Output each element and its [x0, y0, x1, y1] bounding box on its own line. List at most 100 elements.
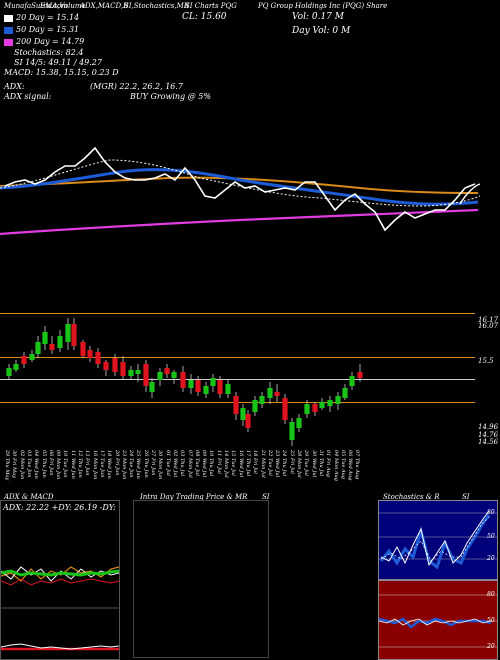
price-level-3: 15.5 — [478, 357, 494, 365]
price-level-6: 14.56 — [478, 438, 499, 446]
date-label: 10 Tue Jun — [62, 450, 69, 478]
date-label: 29 Tue Jul — [303, 450, 310, 476]
stoch-panel-title: Stochastics & R — [383, 493, 440, 501]
date-label: 17 Tue Jun — [98, 450, 105, 478]
candle-body — [71, 324, 77, 346]
date-label: 27 Fri Jun — [150, 450, 156, 476]
legend-ema20: 20 Day = 15.14 — [4, 13, 79, 22]
stoch-level-20: 20 — [487, 555, 495, 562]
candle-body — [217, 380, 223, 394]
ema20-dotted-line — [0, 159, 481, 207]
candle-body — [103, 362, 109, 370]
date-label: 13 Fri Jun — [84, 450, 91, 476]
ema50-line — [0, 168, 479, 206]
adx-panel: ADX: 22.22 +DY: 26.19 -DY: 16.67 — [0, 500, 120, 660]
price-level-4: 14.96 — [478, 423, 499, 431]
candle-body — [112, 358, 118, 372]
date-label: 23 Wed Jul — [274, 450, 281, 478]
date-label: 16 Wed Jul — [237, 450, 244, 478]
stoch-level-80: 80 — [487, 509, 495, 516]
adx-lines — [1, 566, 119, 651]
adx-values: (MGR) 22.2, 26.2, 16.7 — [90, 82, 183, 91]
date-label: 24 Tue Jun — [128, 450, 135, 478]
date-label: 09 Mon Jun — [55, 450, 62, 480]
study-tab-ema[interactable]: EMA,Volume — [40, 2, 86, 10]
candle-body — [312, 404, 318, 412]
adx-signal-label: ADX signal: — [4, 92, 52, 101]
study-tab-adx[interactable]: ADX,MACD,B — [80, 2, 129, 10]
candle-body — [282, 398, 288, 420]
candle-body — [80, 342, 86, 356]
candle-body — [149, 382, 155, 392]
stochastics-panel: 80 50 20 — [378, 500, 498, 580]
stochastics-lines — [379, 510, 497, 570]
price-tail-line — [459, 183, 481, 205]
date-label: 18 Fri Jul — [252, 450, 259, 474]
candle-body — [95, 352, 101, 364]
candle-body — [157, 372, 163, 380]
candle-body — [274, 392, 280, 396]
candle-body — [259, 396, 265, 404]
ema-chart — [0, 146, 481, 236]
adx-label: ADX: — [4, 82, 25, 91]
date-label: 29 Thu May — [4, 450, 10, 481]
ema50-swatch — [4, 26, 13, 34]
candle-body — [35, 342, 41, 354]
date-label: 31 Thu Jul — [317, 450, 324, 477]
date-label: 25 Wed Jun — [135, 450, 142, 479]
study-tab-si[interactable]: SI,Stochastics,MR — [124, 2, 190, 10]
date-label: 12 Thu Jun — [77, 450, 83, 478]
date-label: 05 Tue Aug — [339, 450, 346, 480]
candle-body — [188, 380, 194, 388]
date-label: 16 Mon Jun — [91, 450, 98, 480]
study-tab-charts[interactable]: SI Charts PQG — [185, 2, 237, 10]
candle-body — [128, 370, 134, 376]
candle-body — [171, 372, 177, 378]
candle-body — [296, 418, 302, 428]
adx-panel-values: ADX: 22.22 +DY: 26.19 -DY: 16.67 — [3, 503, 119, 512]
candle-body — [240, 408, 246, 420]
candle-body — [233, 396, 239, 414]
price-level-white — [0, 379, 475, 380]
candle-body — [21, 356, 27, 364]
candle-body — [349, 376, 355, 386]
date-label: 24 Thu Jul — [281, 450, 288, 477]
candle-body — [195, 380, 201, 392]
candle-body — [164, 368, 170, 374]
price-level-orange-top — [0, 313, 475, 314]
date-label: 06 Wed Aug — [347, 450, 354, 481]
date-label: 01 Fri Aug — [325, 450, 332, 478]
date-label: 05 Thu Jun — [40, 450, 47, 478]
date-label: 11 Wed Jun — [69, 450, 76, 479]
stoch-level-50: 50 — [487, 533, 495, 540]
candle-body — [252, 400, 258, 412]
macd-readout: MACD: 15.38, 15.15, 0.23 D — [4, 68, 119, 77]
si-readout: SI 14/5: 49.11 / 49.27 — [14, 58, 102, 67]
adx-signal-value: BUY Growing @ 5% — [130, 92, 211, 101]
price-level-1: 16.17 — [478, 316, 499, 324]
rsi-lines — [379, 594, 497, 648]
intraday-panel — [133, 500, 269, 658]
price-line — [4, 146, 476, 232]
candle-body — [267, 388, 273, 398]
date-label: 01 Tue Jul — [164, 450, 171, 476]
ema200-text: 200 Day = 14.79 — [16, 37, 85, 46]
candle-body — [135, 370, 141, 374]
rsi-level-50: 50 — [487, 617, 495, 624]
intraday-panel-title: Intra Day Trading Price & MR — [140, 493, 248, 501]
ema50-text: 50 Day = 15.31 — [16, 25, 80, 34]
date-label: 10 Thu Jul — [208, 450, 215, 477]
candle-body — [289, 422, 295, 440]
ema20-text: 20 Day = 15.14 — [16, 13, 80, 22]
ema-orange-line — [0, 176, 479, 194]
candlestick-chart — [6, 318, 363, 446]
date-label: 04 Wed Jun — [33, 450, 40, 479]
legend-ema50: 50 Day = 15.31 — [4, 25, 79, 34]
candle-body — [319, 402, 325, 408]
date-label: 30 Fri May — [11, 450, 18, 478]
candle-body — [29, 354, 35, 360]
price-level-2: 16.07 — [478, 322, 499, 330]
candle-body — [304, 404, 310, 414]
date-label: 26 Thu Jun — [142, 450, 149, 478]
rsi-panel: 80 50 20 — [378, 580, 498, 660]
